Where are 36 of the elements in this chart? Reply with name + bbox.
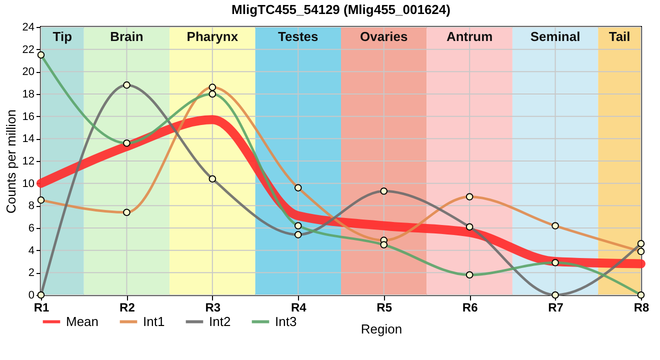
y-tick-label: 6: [28, 222, 34, 234]
legend-label: Int3: [275, 314, 297, 329]
x-tick-label: R1: [34, 300, 50, 314]
chart-title: MligTC455_54129 (Mlig455_001624): [232, 2, 450, 17]
band-label: Pharynx: [186, 29, 239, 44]
x-tick-label: R3: [205, 300, 221, 314]
x-axis-title: Region: [360, 322, 402, 336]
y-tick-label: 0: [28, 290, 34, 302]
x-tick-label: R6: [462, 300, 478, 314]
y-tick-label: 20: [22, 66, 34, 78]
y-tick-label: 24: [22, 22, 34, 34]
y-tick-label: 22: [22, 44, 34, 56]
legend-label: Int1: [143, 314, 165, 329]
y-tick-label: 8: [28, 200, 34, 212]
x-tick-label: R2: [120, 300, 136, 314]
x-tick-label: R7: [548, 300, 564, 314]
y-tick-label: 10: [22, 178, 34, 190]
band-label: Tip: [52, 29, 72, 44]
band-label: Testes: [278, 29, 318, 44]
y-tick-label: 12: [22, 156, 34, 168]
x-tick-label: R5: [376, 300, 392, 314]
y-tick-label: 18: [22, 88, 34, 100]
x-tick-label: R4: [290, 300, 307, 314]
band-label: Tail: [608, 29, 630, 44]
y-tick-label: 4: [28, 244, 34, 257]
band-label: Antrum: [446, 29, 493, 44]
band-label: Brain: [110, 29, 144, 44]
legend-label: Int2: [209, 314, 231, 329]
y-tick-label: 14: [22, 133, 34, 146]
y-axis-title: Counts per million: [3, 109, 18, 214]
y-tick-label: 2: [28, 267, 34, 280]
band-label: Seminal: [530, 29, 580, 44]
y-tick-label: 16: [22, 110, 34, 123]
x-tick-label: R8: [634, 300, 650, 314]
legend-label: Mean: [66, 314, 99, 329]
band-label: Ovaries: [360, 29, 408, 44]
